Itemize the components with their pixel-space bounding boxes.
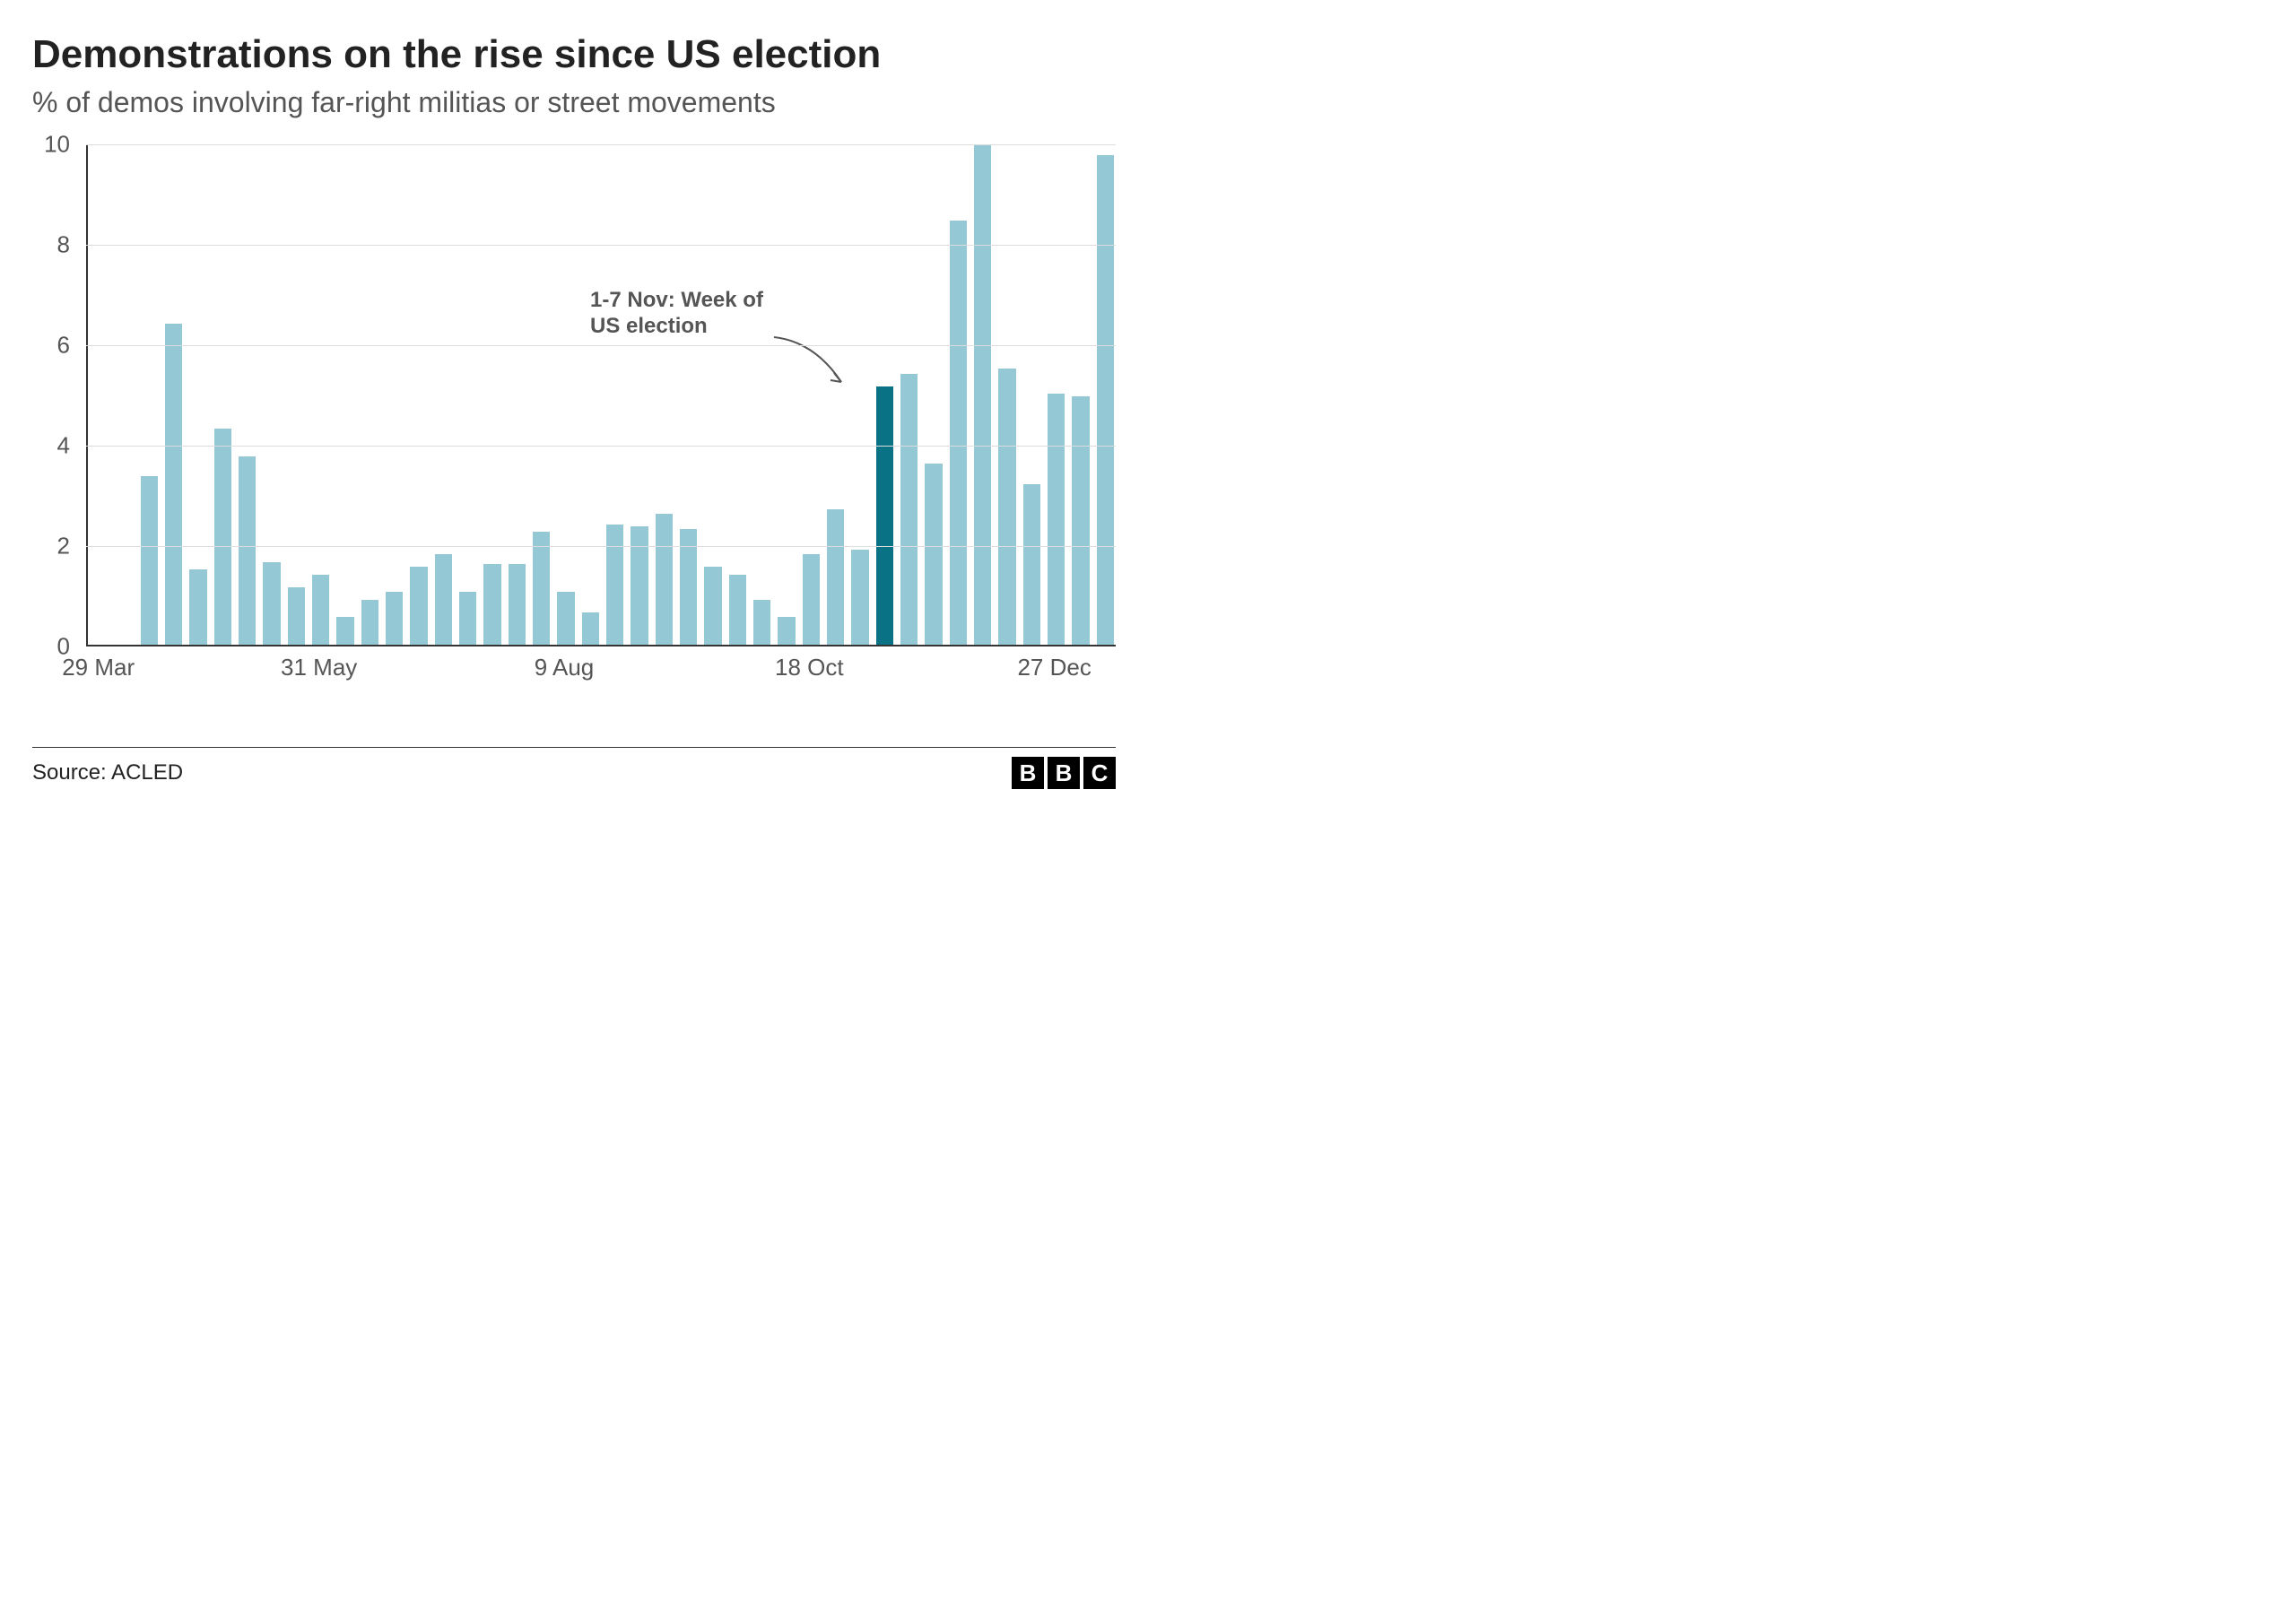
bars-region: 1-7 Nov: Week of US election bbox=[86, 144, 1116, 646]
bar bbox=[704, 567, 721, 645]
annotation-arrow bbox=[770, 333, 859, 395]
bar bbox=[778, 617, 795, 645]
bar bbox=[631, 526, 648, 645]
bar bbox=[533, 532, 550, 645]
plot-area: 0246810 1-7 Nov: Week of US election 29 … bbox=[32, 144, 1116, 682]
annotation-line2: US election bbox=[590, 314, 708, 338]
bar bbox=[312, 575, 329, 645]
x-tick-label: 9 Aug bbox=[535, 654, 595, 681]
bar bbox=[336, 617, 353, 645]
source-text: Source: ACLED bbox=[32, 760, 183, 785]
bar bbox=[803, 554, 820, 645]
bar bbox=[998, 369, 1015, 645]
bar bbox=[974, 145, 991, 645]
x-tick-label: 18 Oct bbox=[775, 654, 844, 681]
bar bbox=[459, 592, 476, 645]
bar bbox=[189, 569, 206, 645]
bar bbox=[582, 612, 599, 645]
bar bbox=[410, 567, 427, 645]
chart-subtitle: % of demos involving far-right militias … bbox=[32, 86, 1116, 119]
y-axis: 0246810 bbox=[32, 144, 77, 646]
bar bbox=[656, 514, 673, 645]
bar bbox=[729, 575, 746, 645]
bar bbox=[1023, 484, 1040, 645]
bar bbox=[141, 476, 158, 645]
bar bbox=[606, 525, 623, 645]
grid-line bbox=[86, 546, 1116, 547]
y-tick-label: 4 bbox=[57, 432, 70, 460]
bar bbox=[557, 592, 574, 645]
chart-title: Demonstrations on the rise since US elec… bbox=[32, 32, 1116, 77]
y-tick-label: 10 bbox=[44, 131, 70, 159]
bar bbox=[851, 550, 868, 645]
bar bbox=[263, 562, 280, 645]
x-tick-label: 31 May bbox=[281, 654, 357, 681]
bar bbox=[165, 324, 182, 645]
bar bbox=[1097, 155, 1114, 645]
bar bbox=[386, 592, 403, 645]
bar bbox=[950, 221, 967, 645]
bar bbox=[509, 564, 526, 645]
x-tick-label: 29 Mar bbox=[62, 654, 135, 681]
annotation-label: 1-7 Nov: Week of US election bbox=[590, 288, 763, 340]
grid-line bbox=[86, 446, 1116, 447]
bar bbox=[239, 456, 256, 645]
chart-container: Demonstrations on the rise since US elec… bbox=[0, 0, 1148, 807]
bar bbox=[483, 564, 500, 645]
bbc-box-0: B bbox=[1012, 757, 1044, 789]
bar bbox=[876, 386, 893, 645]
y-tick-label: 6 bbox=[57, 332, 70, 360]
bar bbox=[214, 429, 231, 645]
bbc-logo: B B C bbox=[1012, 757, 1116, 789]
x-axis: 29 Mar31 May9 Aug18 Oct27 Dec bbox=[86, 646, 1116, 682]
y-tick-label: 8 bbox=[57, 231, 70, 259]
bbc-box-2: C bbox=[1083, 757, 1116, 789]
grid-line bbox=[86, 144, 1116, 145]
annotation-line1: 1-7 Nov: Week of bbox=[590, 288, 763, 312]
bar bbox=[925, 464, 942, 645]
grid-line bbox=[86, 345, 1116, 346]
y-tick-label: 2 bbox=[57, 533, 70, 560]
bar bbox=[1072, 396, 1089, 645]
bbc-box-1: B bbox=[1048, 757, 1080, 789]
bar bbox=[753, 600, 770, 645]
grid-line bbox=[86, 245, 1116, 246]
x-tick-label: 27 Dec bbox=[1017, 654, 1091, 681]
chart-footer: Source: ACLED B B C bbox=[32, 747, 1116, 789]
bar bbox=[288, 587, 305, 645]
bar bbox=[900, 374, 918, 645]
bar bbox=[1048, 394, 1065, 645]
bar bbox=[361, 600, 378, 645]
bar bbox=[435, 554, 452, 645]
bar bbox=[827, 509, 844, 645]
